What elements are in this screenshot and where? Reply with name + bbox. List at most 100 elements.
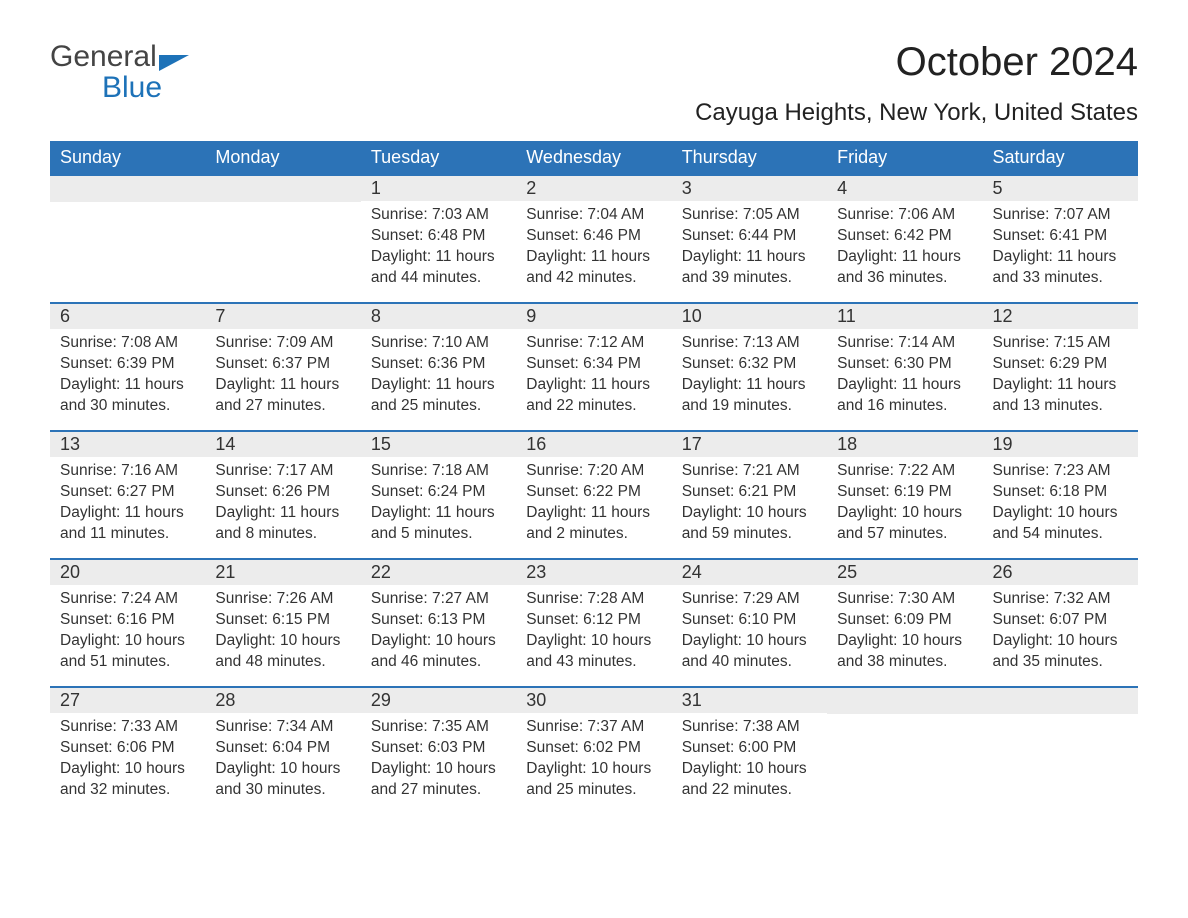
- day-data: Sunrise: 7:16 AMSunset: 6:27 PMDaylight:…: [50, 457, 205, 555]
- logo: General: [50, 40, 189, 74]
- week-row: 6 Sunrise: 7:08 AMSunset: 6:39 PM Daylight…: [50, 303, 1138, 431]
- daylight-text: Daylight: 11 hours and 5 minutes.: [371, 503, 506, 545]
- day-cell: 14Sunrise: 7:17 AMSunset: 6:26 PMDayligh…: [205, 431, 360, 559]
- day-data: Sunrise: 7:06 AMSunset: 6:42 PMDaylight:…: [827, 201, 982, 299]
- day-cell: 27Sunrise: 7:33 AMSunset: 6:06 PMDayligh…: [50, 687, 205, 815]
- day-cell: 10Sunrise: 7:13 AMSunset: 6:32 PMDayligh…: [672, 303, 827, 431]
- sunset-text: Sunset: 6:13 PM: [371, 610, 506, 631]
- dow-wednesday: Wednesday: [516, 141, 671, 175]
- dow-saturday: Saturday: [983, 141, 1138, 175]
- sunrise-text: Sunrise: 7:20 AM: [526, 461, 661, 482]
- daylight-text: Daylight: 10 hours and 30 minutes.: [215, 759, 350, 801]
- sunrise-text: Sunrise: 7:29 AM: [682, 589, 817, 610]
- daylight-text: Daylight: 11 hours and 11 minutes.: [60, 503, 195, 545]
- daylight-text: Daylight: 11 hours and 22 minutes.: [526, 375, 661, 417]
- sunrise-text: Sunrise: 7:35 AM: [371, 717, 506, 738]
- day-data: Sunrise: 7:29 AMSunset: 6:10 PMDaylight:…: [672, 585, 827, 683]
- daylight-text: Daylight: 11 hours and 27 minutes.: [215, 375, 350, 417]
- daylight-text: Daylight: 10 hours and 57 minutes.: [837, 503, 972, 545]
- sunrise-text: Sunrise: 7:10 AM: [371, 333, 506, 354]
- day-cell: 2Sunrise: 7:04 AMSunset: 6:46 PMDaylight…: [516, 175, 671, 303]
- day-number: 6: [50, 304, 205, 329]
- sunset-text: Sunset: 6:09 PM: [837, 610, 972, 631]
- sunrise-text: Sunrise: 7:21 AM: [682, 461, 817, 482]
- day-data: Sunrise: 7:12 AMSunset: 6:34 PMDaylight:…: [516, 329, 671, 427]
- daylight-text: Daylight: 10 hours and 48 minutes.: [215, 631, 350, 673]
- day-data: Sunrise: 7:27 AMSunset: 6:13 PMDaylight:…: [361, 585, 516, 683]
- day-data: Sunrise: 7:32 AMSunset: 6:07 PMDaylight:…: [983, 585, 1138, 683]
- day-number: 12: [983, 304, 1138, 329]
- day-data: Sunrise: 7:09 AMSunset: 6:37 PMDaylight:…: [205, 329, 360, 427]
- sunrise-text: Sunrise: 7:33 AM: [60, 717, 195, 738]
- day-number: 17: [672, 432, 827, 457]
- daylight-text: Daylight: 11 hours and 25 minutes.: [371, 375, 506, 417]
- sunset-text: Sunset: 6:12 PM: [526, 610, 661, 631]
- sunrise-text: Sunrise: 7:15 AM: [993, 333, 1128, 354]
- day-data: Sunrise: 7:15 AMSunset: 6:29 PMDaylight:…: [983, 329, 1138, 427]
- daylight-text: Daylight: 10 hours and 59 minutes.: [682, 503, 817, 545]
- day-data: Sunrise: 7:04 AMSunset: 6:46 PMDaylight:…: [516, 201, 671, 299]
- sunrise-text: Sunrise: 7:37 AM: [526, 717, 661, 738]
- daylight-text: Daylight: 11 hours and 39 minutes.: [682, 247, 817, 289]
- day-number: 31: [672, 688, 827, 713]
- day-cell: 20Sunrise: 7:24 AMSunset: 6:16 PMDayligh…: [50, 559, 205, 687]
- sunrise-text: Sunrise: 7:32 AM: [993, 589, 1128, 610]
- day-cell: 21Sunrise: 7:26 AMSunset: 6:15 PMDayligh…: [205, 559, 360, 687]
- sunset-text: Sunset: 6:02 PM: [526, 738, 661, 759]
- day-number: 9: [516, 304, 671, 329]
- day-cell: 24Sunrise: 7:29 AMSunset: 6:10 PMDayligh…: [672, 559, 827, 687]
- logo-text-blue: Blue: [102, 71, 162, 105]
- daylight-text: Daylight: 10 hours and 51 minutes.: [60, 631, 195, 673]
- day-data: Sunrise: 7:07 AMSunset: 6:41 PMDaylight:…: [983, 201, 1138, 299]
- sunset-text: Sunset: 6:39 PM: [60, 354, 195, 375]
- day-data: Sunrise: 7:20 AMSunset: 6:22 PMDaylight:…: [516, 457, 671, 555]
- day-cell: 29Sunrise: 7:35 AMSunset: 6:03 PMDayligh…: [361, 687, 516, 815]
- day-data: Sunrise: 7:05 AMSunset: 6:44 PMDaylight:…: [672, 201, 827, 299]
- sunset-text: Sunset: 6:07 PM: [993, 610, 1128, 631]
- daylight-text: Daylight: 10 hours and 46 minutes.: [371, 631, 506, 673]
- sunrise-text: Sunrise: 7:38 AM: [682, 717, 817, 738]
- day-cell: 8Sunrise: 7:10 AMSunset: 6:36 PMDaylight…: [361, 303, 516, 431]
- week-row: 1Sunrise: 7:03 AMSunset: 6:48 PMDaylight…: [50, 175, 1138, 303]
- day-number: 28: [205, 688, 360, 713]
- sunrise-text: Sunrise: 7:14 AM: [837, 333, 972, 354]
- sunrise-text: Sunrise: 7:09 AM: [215, 333, 350, 354]
- sunset-text: Sunset: 6:37 PM: [215, 354, 350, 375]
- day-number: 10: [672, 304, 827, 329]
- sunset-text: Sunset: 6:10 PM: [682, 610, 817, 631]
- dow-friday: Friday: [827, 141, 982, 175]
- daylight-text: Daylight: 10 hours and 22 minutes.: [682, 759, 817, 801]
- day-data: Sunrise: 7:21 AMSunset: 6:21 PMDaylight:…: [672, 457, 827, 555]
- day-data: Sunrise: 7:35 AMSunset: 6:03 PMDaylight:…: [361, 713, 516, 811]
- day-number: 27: [50, 688, 205, 713]
- day-cell: 7Sunrise: 7:09 AMSunset: 6:37 PMDaylight…: [205, 303, 360, 431]
- daylight-text: Daylight: 11 hours and 42 minutes.: [526, 247, 661, 289]
- sunset-text: Sunset: 6:36 PM: [371, 354, 506, 375]
- day-data: Sunrise: 7:22 AMSunset: 6:19 PMDaylight:…: [827, 457, 982, 555]
- sunset-text: Sunset: 6:22 PM: [526, 482, 661, 503]
- day-data: Sunrise: 7:34 AMSunset: 6:04 PMDaylight:…: [205, 713, 360, 811]
- sunrise-text: Sunrise: 7:16 AM: [60, 461, 195, 482]
- sunrise-text: Sunrise: 7:13 AM: [682, 333, 817, 354]
- day-number: 13: [50, 432, 205, 457]
- sunset-text: Sunset: 6:32 PM: [682, 354, 817, 375]
- sunset-text: Sunset: 6:18 PM: [993, 482, 1128, 503]
- sunset-text: Sunset: 6:19 PM: [837, 482, 972, 503]
- sunset-text: Sunset: 6:48 PM: [371, 226, 506, 247]
- calendar-body: 1Sunrise: 7:03 AMSunset: 6:48 PMDaylight…: [50, 175, 1138, 815]
- sunrise-text: Sunrise: 7:08 AM: [60, 333, 195, 354]
- day-data: Sunrise: 7:18 AMSunset: 6:24 PMDaylight:…: [361, 457, 516, 555]
- day-cell: 15Sunrise: 7:18 AMSunset: 6:24 PMDayligh…: [361, 431, 516, 559]
- sunrise-text: Sunrise: 7:06 AM: [837, 205, 972, 226]
- daylight-text: Daylight: 10 hours and 38 minutes.: [837, 631, 972, 673]
- day-data: Sunrise: 7:03 AMSunset: 6:48 PMDaylight:…: [361, 201, 516, 299]
- day-data: Sunrise: 7:13 AMSunset: 6:32 PMDaylight:…: [672, 329, 827, 427]
- day-data: Sunrise: 7:33 AMSunset: 6:06 PMDaylight:…: [50, 713, 205, 811]
- daylight-text: Daylight: 11 hours and 36 minutes.: [837, 247, 972, 289]
- daylight-text: Daylight: 11 hours and 16 minutes.: [837, 375, 972, 417]
- week-row: 27Sunrise: 7:33 AMSunset: 6:06 PMDayligh…: [50, 687, 1138, 815]
- daylight-text: Daylight: 11 hours and 8 minutes.: [215, 503, 350, 545]
- daylight-text: Daylight: 11 hours and 13 minutes.: [993, 375, 1128, 417]
- day-number: 14: [205, 432, 360, 457]
- daylight-text: Daylight: 11 hours and 2 minutes.: [526, 503, 661, 545]
